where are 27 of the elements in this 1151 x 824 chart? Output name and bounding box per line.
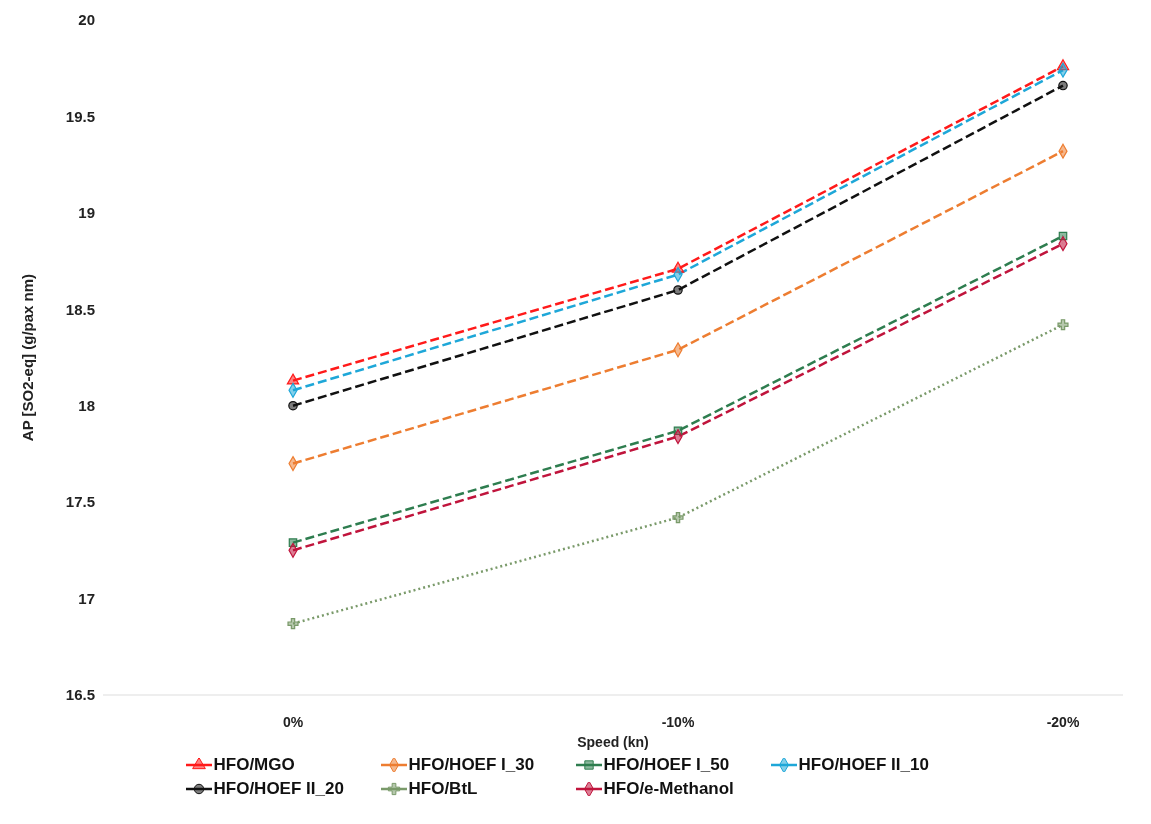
legend-label: HFO/HOEF I_50 [603, 755, 730, 775]
y-tick-label: 16.5 [65, 686, 95, 704]
point [672, 512, 684, 524]
y-tick-label: 18 [78, 397, 95, 415]
legend-label: HFO/HOEF II_10 [798, 755, 929, 775]
point [1058, 80, 1068, 91]
x-axis-title: Speed (kn) [577, 734, 649, 750]
x-tick-label: -20% [1046, 713, 1080, 730]
legend-label: HFO/HOEF II_20 [213, 779, 344, 799]
y-tick-label: 17.5 [65, 493, 95, 511]
point [288, 400, 298, 411]
point [287, 618, 299, 630]
x-tick-label: -10% [661, 713, 695, 730]
point [286, 373, 300, 385]
legend-label: HFO/BtL [408, 779, 478, 799]
legend-label: HFO/HOEF I_30 [408, 755, 535, 775]
legend-label: HFO/MGO [213, 755, 295, 775]
y-tick-label: 20 [78, 11, 95, 29]
point [1057, 319, 1069, 331]
y-tick-label: 18.5 [65, 300, 95, 318]
y-tick-label: 19.5 [65, 107, 95, 125]
legend-label: HFO/e-Methanol [603, 779, 734, 799]
point [673, 285, 683, 295]
x-tick-label: 0% [282, 713, 304, 730]
y-tick-label: 19 [78, 204, 95, 222]
y-axis-title: AP [SO2-eq] (g/pax nm) [19, 273, 37, 442]
y-tick-label: 17 [78, 589, 95, 607]
